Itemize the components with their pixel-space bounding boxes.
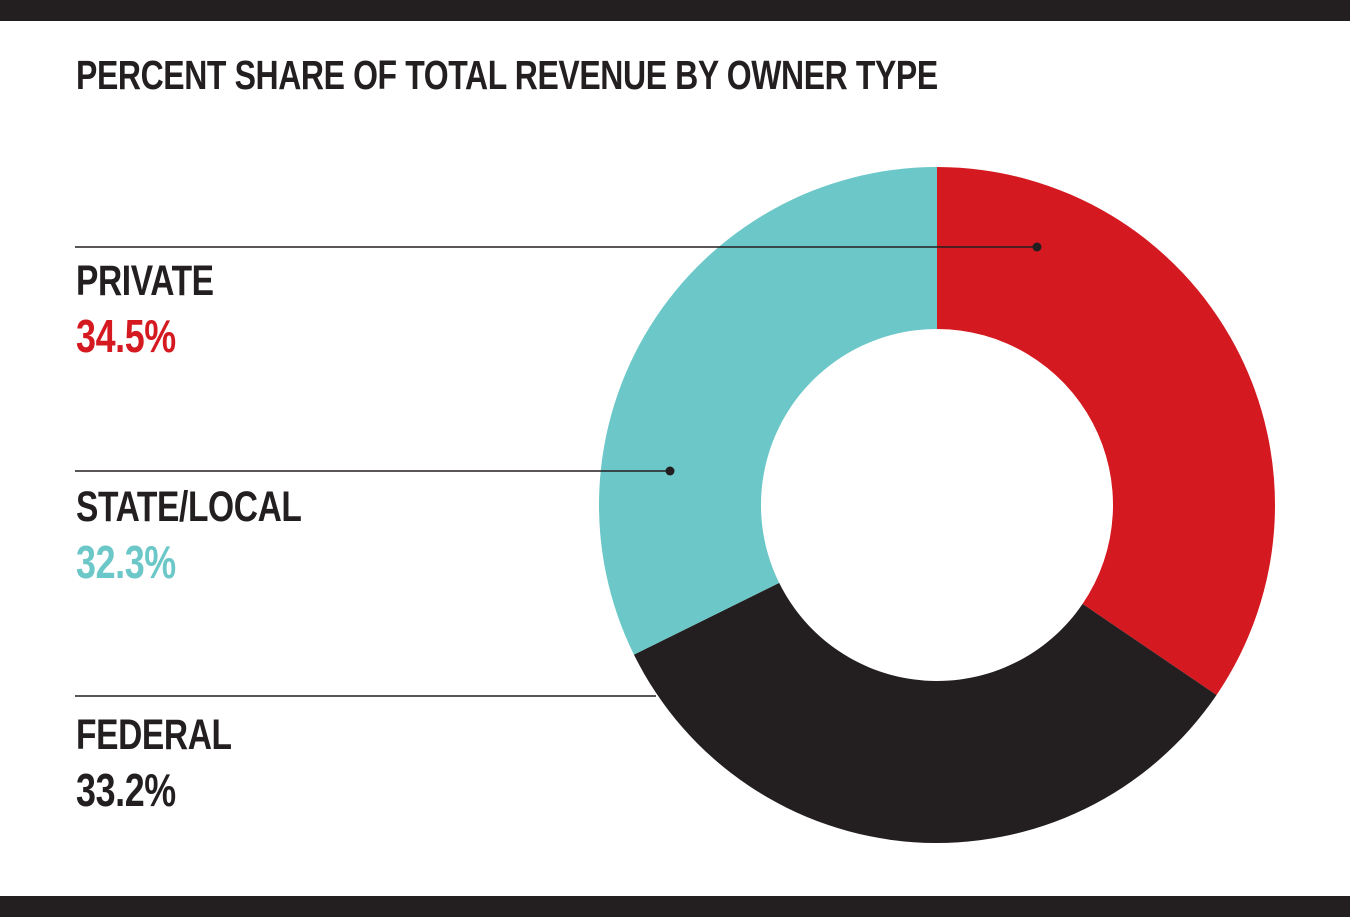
slice-federal: [633, 582, 1217, 843]
value-federal: 33.2%: [76, 764, 176, 816]
value-state-local: 32.3%: [76, 536, 176, 588]
label-private: PRIVATE: [76, 257, 214, 305]
top-border: [0, 0, 1350, 21]
leader-state-local-dot: [665, 466, 675, 476]
slice-state-local: [598, 167, 937, 655]
bottom-border: [0, 896, 1350, 917]
value-private: 34.5%: [76, 310, 176, 362]
slice-private: [937, 167, 1275, 695]
leader-private-dot: [1032, 242, 1042, 252]
label-state-local: STATE/LOCAL: [76, 483, 302, 531]
chart-title: PERCENT SHARE OF TOTAL REVENUE BY OWNER …: [76, 52, 938, 98]
label-federal: FEDERAL: [76, 711, 232, 759]
